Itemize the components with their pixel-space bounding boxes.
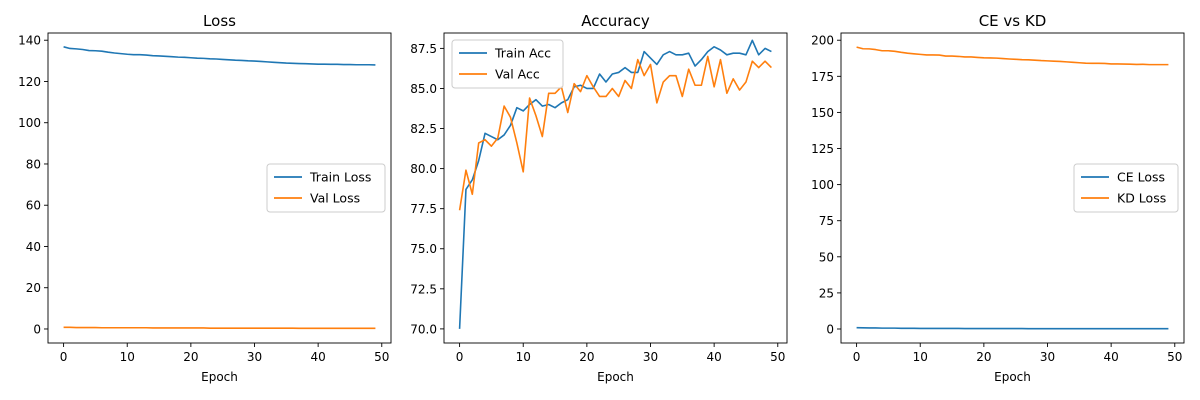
- x-tick-label: 10: [913, 350, 928, 364]
- x-tick-label: 20: [976, 350, 991, 364]
- y-tick-label: 150: [811, 106, 834, 120]
- chart-ce-vs-kd: CE vs KD 0 10 20 30 40 50 0 25 50 75 100 125 150 175 20…: [811, 12, 1185, 384]
- legend-label-kd-loss: KD Loss: [1117, 191, 1166, 206]
- y-tick-label: 70.0: [410, 322, 437, 336]
- x-tick-label: 50: [1167, 350, 1182, 364]
- y-tick-label: 25: [819, 286, 834, 300]
- chart-accuracy: Accuracy 0 10 20 30 40 50 70.0 72.5 75.0 77.5 80.0 8…: [410, 12, 788, 384]
- y-tick-label: 100: [811, 178, 834, 192]
- legend-box: [451, 39, 564, 89]
- y-tick-label: 100: [18, 116, 41, 130]
- x-axis-label: Epoch: [597, 370, 634, 384]
- x-tick-label: 20: [183, 350, 198, 364]
- x-tick-label: 50: [770, 350, 785, 364]
- y-tick-label: 87.5: [410, 42, 437, 56]
- x-tick-label: 40: [706, 350, 721, 364]
- y-tick-label: 72.5: [410, 282, 437, 296]
- chart-loss: Loss 0 10 20 30 40 50 0 20 40 60 80 100 120 140 Epoch Tr…: [18, 12, 392, 384]
- x-tick-label: 40: [310, 350, 325, 364]
- legend: CE Loss KD Loss: [1073, 163, 1179, 213]
- plot-frame: [443, 32, 788, 344]
- y-tick-label: 82.5: [410, 122, 437, 136]
- legend-box: [266, 163, 386, 213]
- y-tick-label: 75: [819, 214, 834, 228]
- x-tick-label: 20: [579, 350, 594, 364]
- y-tick-label: 85.0: [410, 82, 437, 96]
- y-tick-label: 0: [33, 322, 41, 336]
- y-tick-label: 80.0: [410, 162, 437, 176]
- chart-title: Loss: [203, 12, 236, 30]
- x-tick-label: 30: [247, 350, 262, 364]
- y-tick-label: 140: [18, 34, 41, 48]
- chart-title: Accuracy: [581, 12, 650, 30]
- series-line-val-loss: [63, 326, 376, 330]
- legend-label-val-acc: Val Acc: [495, 67, 540, 82]
- y-tick-label: 77.5: [410, 202, 437, 216]
- y-tick-label: 175: [811, 70, 834, 84]
- y-tick-label: 80: [26, 157, 41, 171]
- x-tick-label: 0: [60, 350, 68, 364]
- plot-frame: [840, 32, 1185, 344]
- y-tick-label: 125: [811, 142, 834, 156]
- x-axis-label: Epoch: [994, 370, 1031, 384]
- plot-frame: [47, 32, 392, 344]
- y-tick-label: 50: [819, 250, 834, 264]
- legend-label-val-loss: Val Loss: [310, 191, 360, 206]
- legend-label-train-loss: Train Loss: [309, 170, 371, 185]
- x-axis-label: Epoch: [201, 370, 238, 384]
- legend: Train Loss Val Loss: [266, 163, 386, 213]
- x-tick-label: 50: [374, 350, 389, 364]
- x-tick-label: 10: [516, 350, 531, 364]
- legend-label-train-acc: Train Acc: [494, 46, 551, 61]
- x-tick-label: 10: [120, 350, 135, 364]
- x-tick-label: 0: [456, 350, 464, 364]
- legend-label-ce-loss: CE Loss: [1117, 170, 1165, 185]
- y-tick-label: 60: [26, 199, 41, 213]
- y-tick-label: 0: [826, 322, 834, 336]
- y-tick-label: 120: [18, 75, 41, 89]
- legend-box: [1073, 163, 1179, 213]
- y-tick-label: 40: [26, 240, 41, 254]
- series-line-ce-loss: [856, 326, 1169, 330]
- x-tick-label: 30: [643, 350, 658, 364]
- chart-title: CE vs KD: [979, 12, 1047, 30]
- x-tick-label: 40: [1103, 350, 1118, 364]
- y-tick-label: 200: [811, 34, 834, 48]
- legend: Train Acc Val Acc: [451, 39, 564, 89]
- x-tick-label: 30: [1040, 350, 1055, 364]
- y-tick-label: 75.0: [410, 242, 437, 256]
- x-tick-label: 0: [853, 350, 861, 364]
- series-line-kd-loss: [856, 46, 1169, 66]
- series-line-val-acc: [458, 55, 772, 211]
- series-line-train-loss: [63, 46, 376, 66]
- y-tick-label: 20: [26, 281, 41, 295]
